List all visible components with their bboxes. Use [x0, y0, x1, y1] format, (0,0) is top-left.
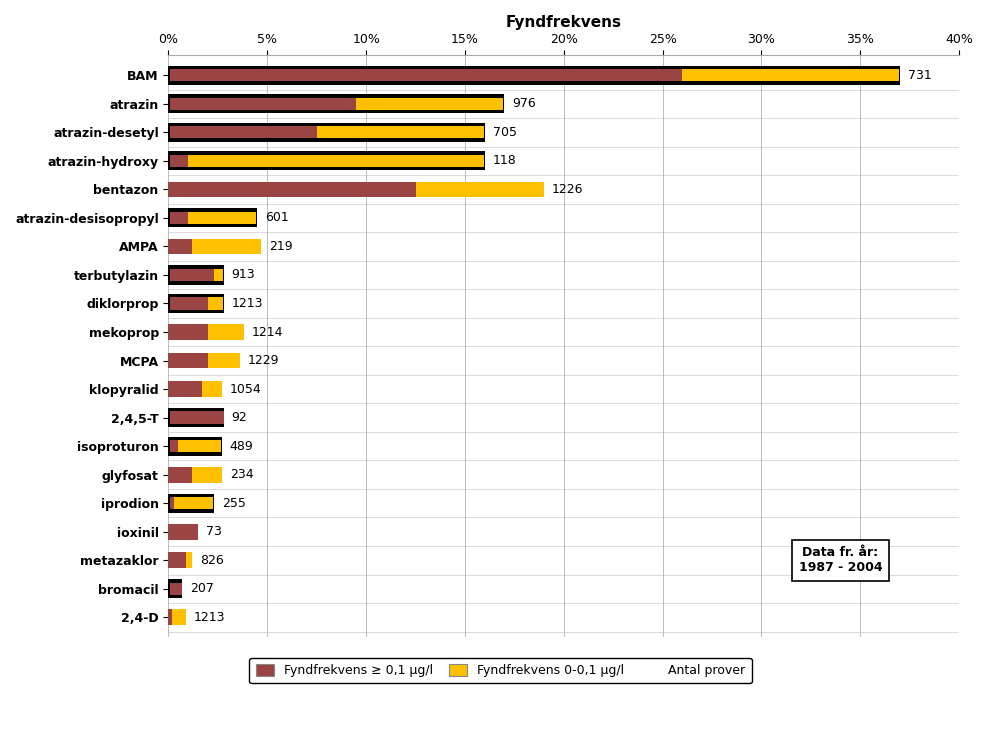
- Bar: [169, 467, 193, 482]
- Bar: [170, 582, 183, 595]
- Text: 976: 976: [513, 97, 536, 111]
- Bar: [169, 182, 416, 197]
- Bar: [169, 324, 208, 340]
- Bar: [170, 126, 317, 139]
- Bar: [193, 467, 222, 482]
- Text: Data fr. år:
1987 - 2004: Data fr. år: 1987 - 2004: [798, 546, 882, 574]
- Bar: [170, 69, 683, 82]
- Text: 207: 207: [191, 582, 214, 595]
- Text: 1213: 1213: [195, 611, 225, 624]
- Bar: [169, 209, 258, 228]
- Bar: [169, 609, 173, 626]
- Text: 118: 118: [493, 154, 517, 168]
- Bar: [187, 553, 193, 568]
- Bar: [179, 440, 220, 453]
- Bar: [169, 493, 214, 513]
- Bar: [169, 294, 224, 313]
- Bar: [416, 182, 544, 197]
- Bar: [169, 524, 199, 539]
- Bar: [203, 381, 222, 397]
- Bar: [169, 151, 485, 171]
- Bar: [170, 412, 224, 424]
- Text: 1213: 1213: [232, 297, 263, 310]
- Text: 705: 705: [493, 126, 517, 139]
- Bar: [169, 408, 224, 427]
- Bar: [170, 298, 208, 309]
- Bar: [169, 553, 187, 568]
- Text: 1214: 1214: [252, 326, 283, 338]
- Bar: [193, 239, 262, 255]
- Bar: [173, 609, 187, 626]
- Text: 219: 219: [270, 240, 292, 253]
- Text: 92: 92: [232, 411, 247, 424]
- Bar: [208, 352, 240, 369]
- Text: 1226: 1226: [552, 183, 583, 196]
- Bar: [170, 155, 189, 167]
- Bar: [169, 122, 485, 142]
- Bar: [683, 69, 898, 82]
- Bar: [170, 98, 357, 110]
- Text: 73: 73: [206, 525, 222, 538]
- Bar: [169, 381, 203, 397]
- Text: 826: 826: [201, 554, 224, 567]
- Bar: [169, 66, 900, 85]
- Bar: [175, 497, 212, 509]
- Bar: [189, 211, 256, 224]
- Bar: [170, 440, 179, 453]
- Bar: [169, 352, 208, 369]
- Bar: [169, 436, 222, 456]
- Text: 234: 234: [230, 468, 253, 481]
- Text: 913: 913: [232, 269, 255, 281]
- Bar: [169, 239, 193, 255]
- Bar: [317, 126, 483, 139]
- Bar: [170, 211, 189, 224]
- Text: 1229: 1229: [248, 354, 279, 367]
- Bar: [170, 497, 175, 509]
- Bar: [169, 266, 224, 284]
- Text: 601: 601: [266, 211, 289, 224]
- Text: 255: 255: [222, 496, 246, 510]
- Bar: [169, 94, 505, 114]
- Bar: [208, 298, 222, 309]
- Bar: [170, 269, 214, 281]
- Text: 731: 731: [908, 69, 932, 82]
- Legend: Fyndfrekvens ≥ 0,1 μg/l, Fyndfrekvens 0-0,1 μg/l, Antal prover: Fyndfrekvens ≥ 0,1 μg/l, Fyndfrekvens 0-…: [249, 658, 752, 683]
- Text: 489: 489: [230, 440, 254, 453]
- Bar: [189, 155, 483, 167]
- Bar: [208, 324, 244, 340]
- Text: 1054: 1054: [230, 383, 262, 395]
- Bar: [357, 98, 503, 110]
- X-axis label: Fyndfrekvens: Fyndfrekvens: [506, 15, 621, 30]
- Bar: [214, 269, 222, 281]
- Bar: [169, 580, 183, 598]
